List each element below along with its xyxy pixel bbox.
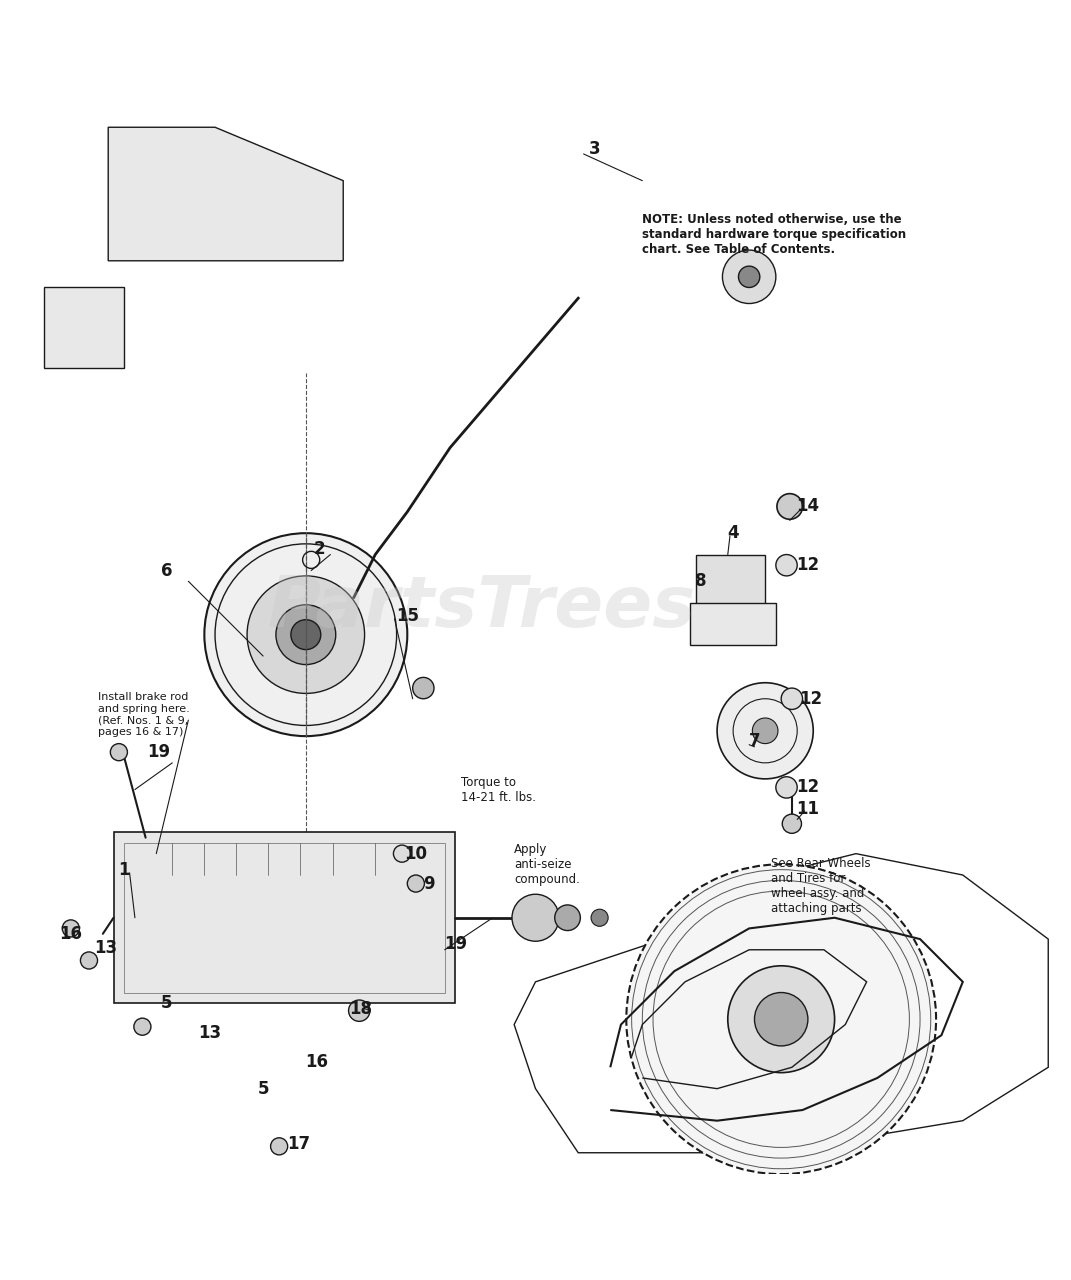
Circle shape — [247, 576, 364, 694]
Circle shape — [782, 814, 801, 833]
Circle shape — [718, 682, 813, 778]
Circle shape — [80, 952, 97, 969]
Circle shape — [393, 845, 410, 863]
Circle shape — [407, 876, 424, 892]
Text: 13: 13 — [94, 938, 118, 956]
Text: 9: 9 — [423, 874, 435, 892]
Circle shape — [205, 534, 407, 736]
Text: 12: 12 — [800, 690, 823, 708]
Text: Install brake rod
and spring here.
(Ref. Nos. 1 & 9,
pages 16 & 17): Install brake rod and spring here. (Ref.… — [97, 692, 190, 737]
Text: See Rear Wheels
and Tires for
wheel assy. and
attaching parts: See Rear Wheels and Tires for wheel assy… — [770, 856, 870, 915]
Text: 7: 7 — [749, 732, 760, 750]
Circle shape — [555, 905, 580, 931]
Circle shape — [348, 1000, 369, 1021]
Circle shape — [723, 250, 775, 303]
Text: 18: 18 — [349, 1000, 372, 1018]
Circle shape — [591, 909, 608, 927]
Text: Torque to
14-21 ft. lbs.: Torque to 14-21 ft. lbs. — [461, 776, 536, 804]
Bar — [124, 844, 444, 992]
Bar — [696, 554, 765, 618]
Circle shape — [781, 689, 802, 709]
Circle shape — [728, 966, 834, 1073]
Circle shape — [62, 920, 79, 937]
Text: 12: 12 — [797, 557, 819, 575]
Text: 19: 19 — [147, 744, 170, 762]
Circle shape — [291, 620, 321, 650]
Text: 8: 8 — [695, 572, 707, 590]
Text: 3: 3 — [588, 140, 600, 157]
Text: 13: 13 — [198, 1024, 222, 1042]
Polygon shape — [44, 288, 124, 367]
Text: 10: 10 — [405, 845, 427, 863]
Circle shape — [627, 864, 936, 1174]
Text: 6: 6 — [162, 562, 172, 580]
Text: 5: 5 — [257, 1079, 269, 1098]
Circle shape — [412, 677, 434, 699]
Text: 19: 19 — [443, 936, 467, 954]
Text: PartsTrees: PartsTrees — [268, 573, 696, 643]
Circle shape — [271, 1138, 288, 1155]
Text: Apply
anti-seize
compound.: Apply anti-seize compound. — [514, 842, 580, 886]
Text: NOTE: Unless noted otherwise, use the
standard hardware torque specification
cha: NOTE: Unless noted otherwise, use the st… — [643, 212, 906, 256]
Text: 16: 16 — [59, 924, 82, 943]
Circle shape — [754, 992, 808, 1046]
Bar — [114, 832, 455, 1004]
Circle shape — [776, 494, 802, 520]
Text: 12: 12 — [797, 778, 819, 796]
Polygon shape — [108, 127, 343, 261]
Text: 1: 1 — [119, 860, 130, 878]
Text: 16: 16 — [305, 1053, 328, 1071]
Text: 11: 11 — [797, 800, 819, 818]
Text: 2: 2 — [314, 540, 326, 558]
Circle shape — [752, 718, 778, 744]
Text: 4: 4 — [727, 525, 739, 543]
Circle shape — [512, 895, 559, 941]
Circle shape — [775, 777, 797, 799]
Bar — [691, 603, 775, 645]
Circle shape — [110, 744, 127, 760]
Circle shape — [775, 554, 797, 576]
Text: 14: 14 — [797, 498, 819, 516]
Polygon shape — [514, 854, 1049, 1153]
Text: 17: 17 — [287, 1135, 310, 1153]
Text: 15: 15 — [396, 608, 419, 626]
Text: 5: 5 — [162, 995, 172, 1012]
Circle shape — [276, 604, 335, 664]
Circle shape — [134, 1018, 151, 1036]
Circle shape — [739, 266, 759, 288]
